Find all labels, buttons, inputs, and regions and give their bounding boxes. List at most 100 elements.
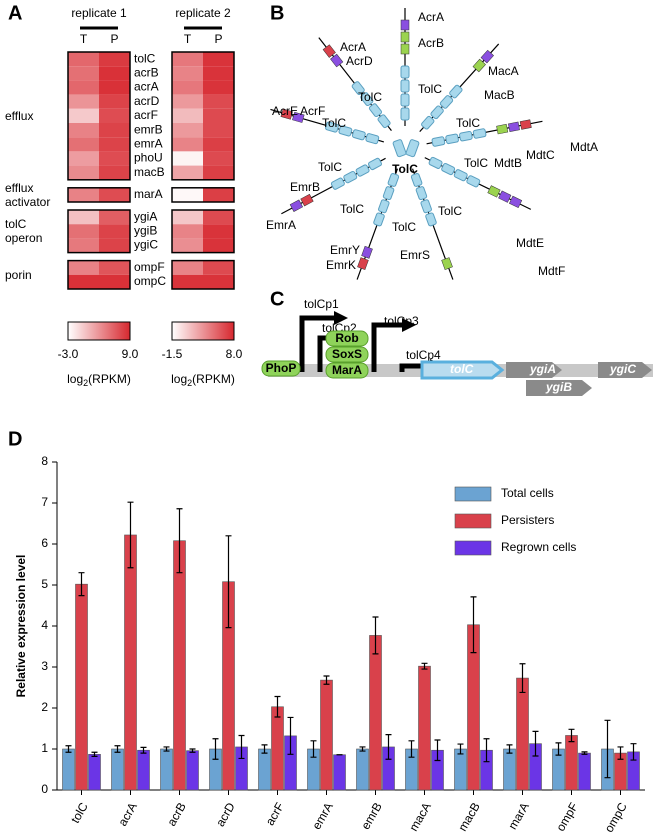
y-tick-label: 1 — [41, 741, 48, 755]
bar — [454, 748, 467, 791]
heat-cell — [99, 224, 130, 239]
protein-box — [487, 185, 501, 198]
bar — [418, 665, 431, 791]
protein-label: EmrA — [266, 218, 296, 232]
spoke — [356, 168, 400, 280]
error-bar — [372, 616, 379, 655]
tolc-box — [466, 175, 481, 188]
protein-label: MdtC — [526, 148, 555, 162]
error-bar — [617, 746, 624, 760]
label-text: log — [67, 372, 83, 386]
bar — [62, 748, 75, 791]
heat-cell — [172, 94, 203, 109]
tolc-box — [453, 169, 468, 182]
heat-cell — [203, 224, 234, 239]
protein-label: EmrY — [330, 243, 360, 257]
group-label: porin — [5, 267, 32, 282]
y-axis-label: Relative expression level — [14, 555, 28, 698]
bar — [111, 748, 124, 791]
x-tick-label: emrA — [309, 800, 335, 832]
group-frame — [67, 187, 131, 203]
protein-label: EmrS — [400, 248, 430, 262]
tolc-box — [439, 95, 454, 109]
gene-label: ygiC — [134, 238, 158, 252]
colorbar — [171, 321, 235, 341]
heat-cell — [99, 80, 130, 95]
protein-box — [330, 53, 344, 68]
tolc-box — [368, 103, 382, 118]
spoke — [410, 168, 454, 280]
error-bar — [114, 745, 121, 753]
bar — [88, 754, 101, 791]
tolc-box — [400, 65, 410, 79]
heat-cell — [172, 165, 203, 180]
bar — [356, 748, 369, 791]
heat-cell — [68, 187, 99, 202]
group-frame — [67, 51, 131, 181]
error-bar — [65, 745, 72, 753]
spoke — [318, 37, 392, 132]
y-tick-label: 3 — [41, 659, 48, 673]
y-tick-label: 0 — [41, 782, 48, 796]
heat-cell — [68, 94, 99, 109]
error-bar — [630, 743, 637, 761]
heat-cell — [68, 274, 99, 289]
legend-swatch — [454, 486, 492, 502]
heat-cell — [172, 210, 203, 225]
bar — [137, 749, 150, 791]
label-suffix: (RPKM) — [88, 372, 131, 386]
bar — [578, 752, 591, 791]
group-label: efflux activator — [5, 180, 51, 209]
gene-label: macB — [134, 165, 165, 179]
bar — [173, 540, 186, 791]
error-bar — [78, 572, 85, 597]
colorbar-tick-label: -1.5 — [162, 347, 183, 361]
error-bar — [274, 695, 281, 718]
protein-box — [292, 111, 305, 123]
error-bar — [287, 716, 294, 755]
x-tick-label: macA — [406, 800, 433, 834]
group-frame — [171, 187, 235, 203]
gene-label: emrA — [134, 136, 163, 150]
legend-swatch — [454, 540, 492, 556]
colorbar-tick-label: 8.0 — [226, 347, 243, 361]
promoter-arrows — [299, 315, 432, 372]
heat-cell — [68, 224, 99, 239]
protein-label: MdtE — [516, 236, 544, 250]
heat-cell — [172, 123, 203, 138]
heat-cell — [172, 80, 203, 95]
gene-label: ygiC — [609, 362, 636, 376]
column-label: P — [110, 32, 118, 46]
protein-label: MacB — [484, 88, 515, 102]
x-tick-label: ompC — [602, 800, 630, 834]
protein-box — [289, 199, 304, 212]
tolc-box — [400, 93, 410, 107]
protein-box — [496, 123, 509, 135]
error-bar — [483, 738, 490, 763]
heat-cell — [99, 66, 130, 81]
protein-label: AcrE — [272, 104, 298, 118]
heat-cell — [172, 108, 203, 123]
protein-label: TolC — [340, 202, 364, 216]
gene-label: ygiA — [529, 362, 556, 376]
heat-cell — [172, 274, 203, 289]
error-bar — [189, 748, 196, 753]
error-bar — [385, 734, 392, 760]
bar — [124, 534, 137, 791]
heat-cell — [172, 224, 203, 239]
heat-cell — [203, 274, 234, 289]
tolc-box — [445, 133, 459, 145]
tolc-box — [330, 177, 345, 190]
heat-cell — [203, 52, 234, 67]
error-bar — [604, 719, 611, 779]
column-label: P — [214, 32, 222, 46]
group-frame — [171, 259, 235, 290]
column-label: T — [80, 32, 88, 46]
heat-cell — [203, 260, 234, 275]
heat-cell — [203, 137, 234, 152]
bar — [75, 583, 88, 791]
x-tick-label: emrB — [358, 800, 384, 832]
spoke — [400, 8, 410, 126]
promoter-label: tolCp1 — [304, 297, 339, 311]
spoke — [419, 43, 500, 133]
